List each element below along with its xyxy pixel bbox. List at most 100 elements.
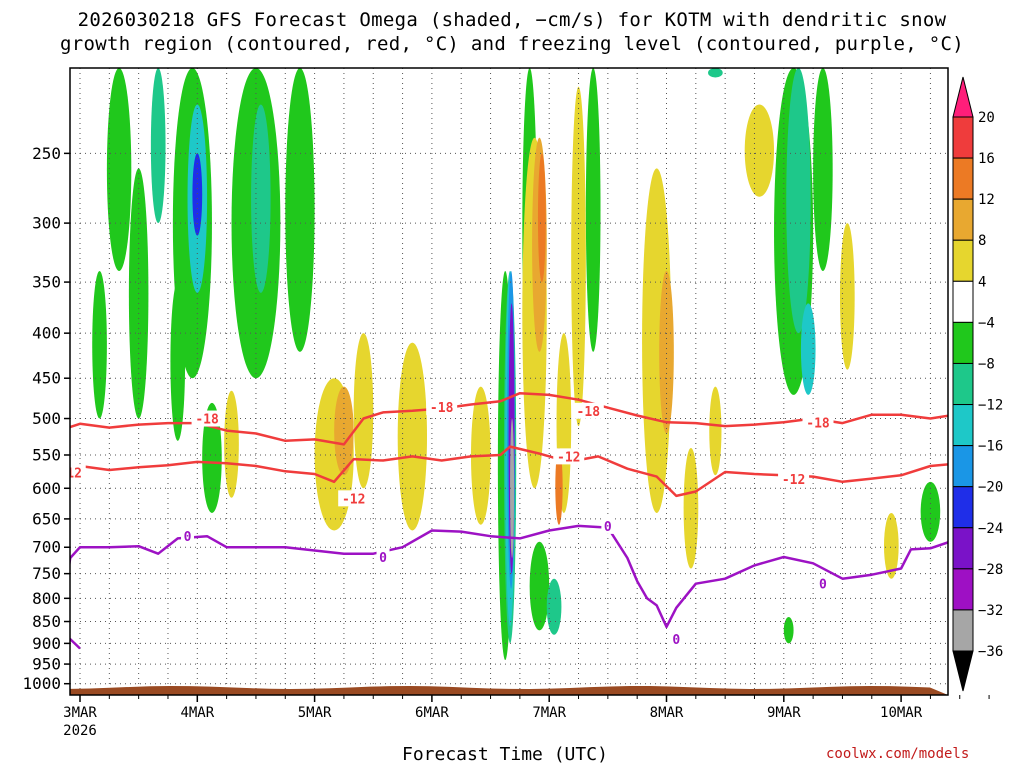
colorbar-label-13: −36 [978,644,1003,660]
colorbar-label-11: −28 [978,562,1003,578]
colorbar-label-6: −8 [978,356,995,372]
colorbar-bin-6 [952,362,974,406]
omega-region-upward-0 [92,270,107,419]
contour-line-0 [70,391,948,446]
contour-label-bg [553,448,585,465]
colorbar-label-10: −24 [978,521,1003,537]
omega-region-downward-37 [537,153,546,283]
contour-label-1-1: -12 [342,492,365,507]
x-tick-label-10MAR: 10MAR [880,705,923,721]
x-tick-label-3MAR: 3MAR [63,705,97,721]
colorbar-bin-3 [952,239,974,282]
colorbar-bin-10 [952,527,974,570]
y-axis: 250 300 350 400 450 500 550 600 650 700 750 800 850 9… [22,144,70,693]
y-tick-label-800: 800 [32,589,61,608]
omega-region-upward-10 [285,68,315,352]
colorbar-label-0: 20 [978,110,995,126]
omega-region-upward-27 [920,481,941,542]
contour-label-bg [426,398,458,415]
colorbar-label-1: 16 [978,151,995,167]
contour-label-bg [191,410,223,427]
colorbar-bin-11 [952,568,974,611]
omega-region-upward-19 [546,578,562,635]
contour-label-1-0: -12 [58,467,81,482]
colorbar-bin-0 [952,116,974,159]
y-tick-label-450: 450 [32,369,61,388]
omega-region-upward-7 [202,402,222,513]
x-axis: 3MAR 2026 4MAR 5MAR 6MAR 7MAR 8MAR 9MAR 10MAR [63,695,990,739]
contour-line-1 [70,445,948,498]
contour-label-1-3: -12 [782,473,805,488]
omega-region-upward-17 [510,418,515,559]
omega-region-upward-25 [800,303,816,395]
omega-region-downward-45 [840,223,855,370]
x-tick-sublabel: 2026 [63,723,97,739]
x-tick-label-6MAR: 6MAR [415,705,449,721]
colorbar-label-5: −4 [978,315,995,331]
colorbar-bin-9 [952,486,974,529]
colorbar: 20 16 12 8 4 −4 −8 −12 −16 −20 −24 −28 −32 −36 [952,76,1003,692]
contour-label-bg [601,517,615,534]
colorbar-bottom-arrow [952,650,974,692]
colorbar-bin-4 [952,280,974,323]
colorbar-label-7: −12 [978,398,1003,414]
contour-label-2-1: 0 [379,551,387,566]
omega-region-downward-33 [397,342,428,531]
omega-region-upward-1 [106,68,132,271]
colorbar-top-arrow [952,76,974,118]
omega-region-downward-39 [555,447,563,525]
contour-label-0-0: -18 [195,413,219,428]
contour-label-1-2: -12 [557,450,580,465]
y-tick-label-350: 350 [32,273,61,292]
omega-region-downward-42 [659,270,674,434]
omega-shading [92,68,941,661]
y-tick-label-700: 700 [32,538,61,557]
colorbar-label-4: 4 [978,274,986,290]
terrain-fill [70,686,948,695]
contour-label-bg [572,402,604,419]
colorbar-bin-7 [952,404,974,447]
omega-region-upward-18 [529,541,550,631]
y-tick-label-250: 250 [32,144,61,163]
contour-line-2 [70,524,948,629]
credit-text[interactable]: coolwx.com/models [826,746,970,762]
omega-region-upward-11 [170,282,186,441]
colorbar-label-3: 8 [978,233,986,249]
contour-label-2-2: 0 [604,520,612,535]
omega-region-downward-40 [571,86,586,427]
contour-label-2-4: 0 [819,578,827,593]
omega-region-downward-29 [224,390,239,498]
colorbar-label-2: 12 [978,192,995,208]
contour-label-0-2: -18 [577,405,601,420]
omega-region-upward-26 [813,68,833,271]
contour-label-bg [338,490,370,507]
x-axis-label: Forecast Time (UTC) [402,744,608,765]
x-tick-label-4MAR: 4MAR [180,705,214,721]
omega-region-downward-49 [709,386,722,476]
contour-label-2-3: 0 [672,633,680,648]
omega-region-upward-22 [708,68,723,78]
contour-line-3 [70,637,81,650]
colorbar-bin-8 [952,445,974,488]
contour-label-bg [802,414,834,431]
colorbar-label-8: −16 [978,439,1003,455]
colorbar-bin-12 [952,609,974,652]
colorbar-label-12: −32 [978,603,1003,619]
y-tick-label-950: 950 [32,655,61,674]
x-tick-label-9MAR: 9MAR [767,705,801,721]
x-tick-label-5MAR: 5MAR [298,705,332,721]
x-tick-label-7MAR: 7MAR [532,705,566,721]
contour-label-bg [376,548,390,565]
colorbar-bin-1 [952,157,974,200]
omega-region-upward-28 [783,616,794,644]
omega-region-upward-3 [150,68,166,224]
omega-region-downward-32 [353,333,374,489]
omega-region-downward-44 [744,104,775,197]
colorbar-label-9: −20 [978,480,1003,496]
omega-region-upward-9 [251,104,271,293]
omega-region-upward-21 [585,68,601,352]
x-tick-label-8MAR: 8MAR [650,705,684,721]
y-tick-label-850: 850 [32,612,61,631]
y-tick-label-600: 600 [32,479,61,498]
